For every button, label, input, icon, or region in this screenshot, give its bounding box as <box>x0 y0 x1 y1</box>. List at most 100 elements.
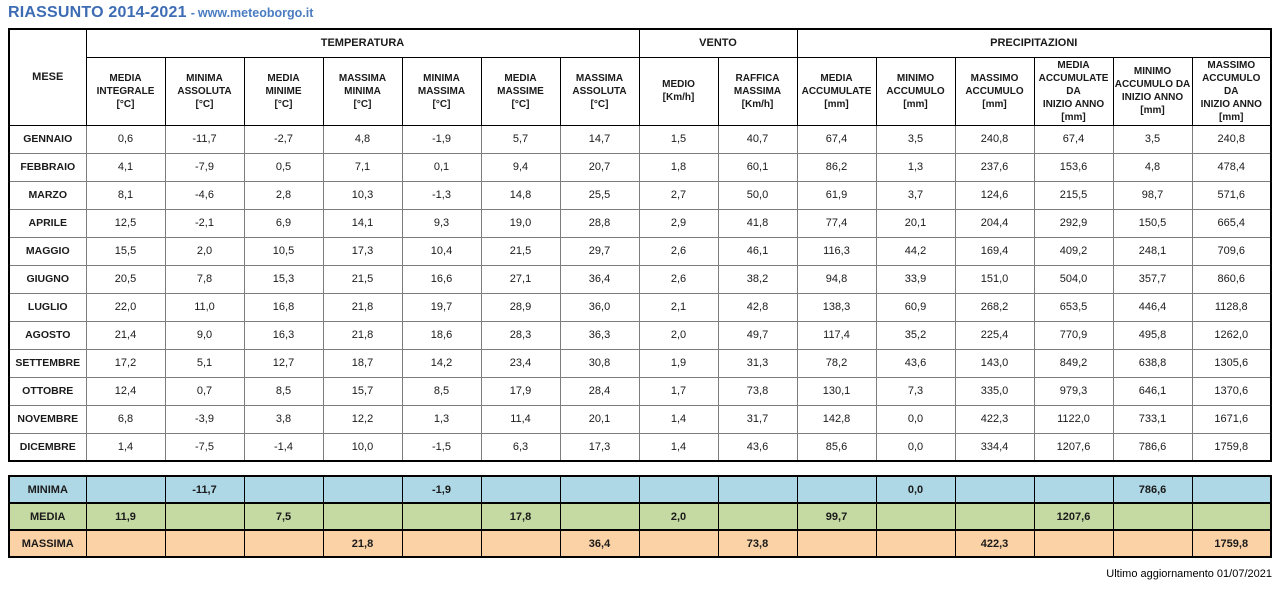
value-cell: 38,2 <box>717 264 798 294</box>
month-row: APRILE 12,5 -2,1 6,9 14,1 9,3 19,0 28,8 2,9 41,8 7… <box>8 208 1272 238</box>
summary-value-cell: 2,0 <box>638 502 719 531</box>
summary-label-cell: MASSIMA <box>8 529 87 558</box>
month-row: SETTEMBRE 17,2 5,1 12,7 18,7 14,2 23,4 30,8 1,9 3… <box>8 348 1272 378</box>
value-cell: 15,3 <box>243 264 324 294</box>
summary-body: MINIMA -11,7 -1,9 0,0 786,6 MEDIA 11,9 7,5 17,8 2… <box>8 475 1272 558</box>
value-cell: 1128,8 <box>1191 292 1272 322</box>
column-header: MEDIA INTEGRALE [°C] <box>85 56 166 126</box>
value-cell: 46,1 <box>717 236 798 266</box>
report-title: RIASSUNTO 2014-2021 <box>8 4 187 21</box>
value-cell: 40,7 <box>717 124 798 154</box>
value-cell: 733,1 <box>1112 404 1193 434</box>
column-header: MASSIMO ACCUMULO [mm] <box>954 56 1035 126</box>
value-cell: 73,8 <box>717 376 798 406</box>
value-cell: 50,0 <box>717 180 798 210</box>
value-cell: 1,7 <box>638 376 719 406</box>
month-row: AGOSTO 21,4 9,0 16,3 21,8 18,6 28,3 36,3 2,0 49,7… <box>8 320 1272 350</box>
value-cell: 36,4 <box>559 264 640 294</box>
value-cell: -1,5 <box>401 432 482 462</box>
value-cell: 10,5 <box>243 236 324 266</box>
value-cell: 646,1 <box>1112 376 1193 406</box>
month-name-cell: AGOSTO <box>8 320 87 350</box>
value-cell: 1,8 <box>638 152 719 182</box>
value-cell: 12,7 <box>243 348 324 378</box>
page-title: RIASSUNTO 2014-2021- www.meteoborgo.it <box>8 4 313 22</box>
value-cell: 21,4 <box>85 320 166 350</box>
value-cell: 60,9 <box>875 292 956 322</box>
column-header: MINIMA MASSIMA [°C] <box>401 56 482 126</box>
month-row: GIUGNO 20,5 7,8 15,3 21,5 16,6 27,1 36,4 2,6 38,2… <box>8 264 1272 294</box>
value-cell: 28,4 <box>559 376 640 406</box>
value-cell: 35,2 <box>875 320 956 350</box>
summary-value-cell <box>401 529 482 558</box>
value-cell: 7,1 <box>322 152 403 182</box>
value-cell: 204,4 <box>954 208 1035 238</box>
value-cell: 22,0 <box>85 292 166 322</box>
value-cell: 29,7 <box>559 236 640 266</box>
value-cell: 334,4 <box>954 432 1035 462</box>
value-cell: 21,5 <box>322 264 403 294</box>
value-cell: 17,2 <box>85 348 166 378</box>
value-cell: 9,3 <box>401 208 482 238</box>
summary-value-cell: -1,9 <box>401 475 482 504</box>
value-cell: 8,1 <box>85 180 166 210</box>
summary-value-cell <box>243 529 324 558</box>
value-cell: 3,8 <box>243 404 324 434</box>
value-cell: 638,8 <box>1112 348 1193 378</box>
value-cell: 268,2 <box>954 292 1035 322</box>
value-cell: 2,7 <box>638 180 719 210</box>
value-cell: 20,5 <box>85 264 166 294</box>
value-cell: 8,5 <box>401 376 482 406</box>
value-cell: 237,6 <box>954 152 1035 182</box>
value-cell: -7,9 <box>164 152 245 182</box>
column-header: MEDIA ACCUMULATE [mm] <box>796 56 877 126</box>
value-cell: 786,6 <box>1112 432 1193 462</box>
value-cell: -3,9 <box>164 404 245 434</box>
corner-header-mese: MESE <box>8 28 87 126</box>
summary-row-minima: MINIMA -11,7 -1,9 0,0 786,6 <box>8 475 1272 504</box>
month-name-cell: LUGLIO <box>8 292 87 322</box>
value-cell: 504,0 <box>1033 264 1114 294</box>
value-cell: 10,4 <box>401 236 482 266</box>
month-name-cell: GIUGNO <box>8 264 87 294</box>
summary-value-cell: 73,8 <box>717 529 798 558</box>
column-header: MASSIMA ASSOLUTA [°C] <box>559 56 640 126</box>
value-cell: 240,8 <box>1191 124 1272 154</box>
value-cell: 849,2 <box>1033 348 1114 378</box>
value-cell: 28,8 <box>559 208 640 238</box>
month-row: MARZO 8,1 -4,6 2,8 10,3 -1,3 14,8 25,5 2,7 50,0 61… <box>8 180 1272 210</box>
site-link[interactable]: www.meteoborgo.it <box>197 6 314 20</box>
summary-value-cell: -11,7 <box>164 475 245 504</box>
column-header: RAFFICA MASSIMA [Km/h] <box>717 56 798 126</box>
value-cell: -7,5 <box>164 432 245 462</box>
value-cell: 495,8 <box>1112 320 1193 350</box>
value-cell: 4,8 <box>322 124 403 154</box>
value-cell: 11,0 <box>164 292 245 322</box>
month-name-cell: MARZO <box>8 180 87 210</box>
summary-value-cell <box>85 475 166 504</box>
value-cell: 860,6 <box>1191 264 1272 294</box>
summary-value-cell: 422,3 <box>954 529 1035 558</box>
month-name-cell: OTTOBRE <box>8 376 87 406</box>
value-cell: 21,8 <box>322 320 403 350</box>
value-cell: 12,5 <box>85 208 166 238</box>
summary-value-cell: 0,0 <box>875 475 956 504</box>
value-cell: 86,2 <box>796 152 877 182</box>
value-cell: -2,1 <box>164 208 245 238</box>
summary-value-cell <box>717 475 798 504</box>
month-name-cell: FEBBRAIO <box>8 152 87 182</box>
monthly-summary-table: MESE TEMPERATURA VENTO PRECIPITAZIONI MEDIA … <box>8 28 1272 462</box>
summary-value-cell: 17,8 <box>480 502 561 531</box>
value-cell: 17,3 <box>322 236 403 266</box>
month-name-cell: GENNAIO <box>8 124 87 154</box>
value-cell: 11,4 <box>480 404 561 434</box>
value-cell: 0,0 <box>875 404 956 434</box>
value-cell: 10,3 <box>322 180 403 210</box>
summary-value-cell <box>559 475 640 504</box>
value-cell: 4,8 <box>1112 152 1193 182</box>
value-cell: 2,9 <box>638 208 719 238</box>
value-cell: 653,5 <box>1033 292 1114 322</box>
value-cell: 1,4 <box>638 404 719 434</box>
value-cell: 446,4 <box>1112 292 1193 322</box>
value-cell: -4,6 <box>164 180 245 210</box>
